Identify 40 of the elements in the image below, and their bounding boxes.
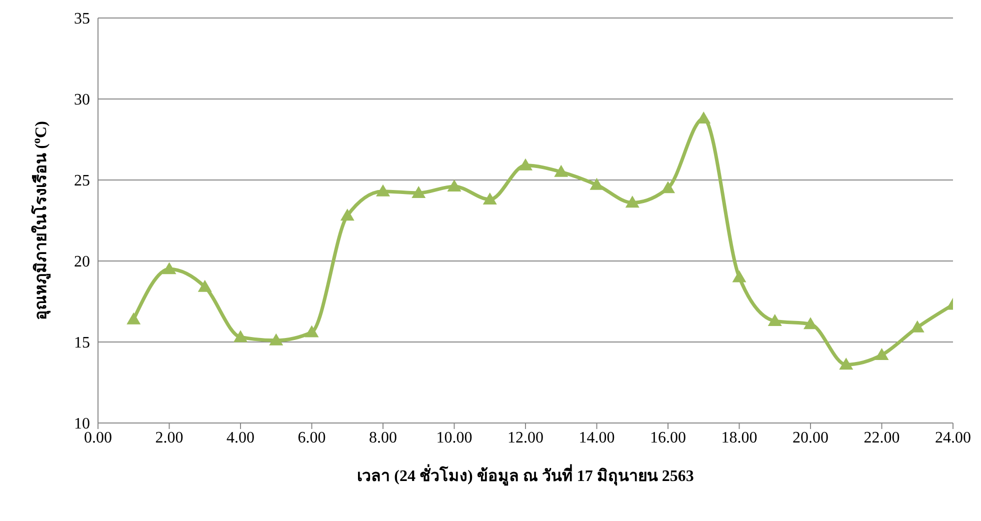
point [482,192,497,204]
point [874,348,889,360]
x-tick-label: 2.00 [155,429,184,446]
point [518,158,532,170]
x-tick-label: 22.00 [864,429,900,446]
x-tick-label: 4.00 [226,429,254,446]
x-tick-label: 12.00 [508,429,544,446]
y-tick-label: 30 [74,92,90,109]
point [590,178,604,190]
point [625,196,640,208]
point [126,312,141,324]
point [768,314,782,326]
point [661,181,675,194]
y-tick-label: 25 [74,172,90,190]
point [732,270,746,282]
point [412,186,426,198]
point [447,179,462,192]
x-tick-label: 24.00 [935,429,971,446]
point [910,320,924,332]
point [162,262,176,274]
y-tick-label: 15 [74,334,90,352]
x-tick-label: 8.00 [369,429,397,446]
x-tick-label: 6.00 [298,429,326,446]
point [340,208,354,221]
point [198,280,212,292]
point [554,164,568,177]
y-tick-label: 35 [74,10,90,28]
point [304,325,319,338]
x-tick-label: 20.00 [792,429,828,446]
x-tick-label: 10.00 [436,429,472,446]
x-tick-label: 16.00 [650,429,686,446]
point [234,330,248,342]
point [804,317,818,330]
x-tick-label: 18.00 [721,429,758,446]
point [839,358,854,370]
y-tick-label: 20 [74,254,90,271]
point [376,184,390,196]
x-axis-title: เวลา (24 ชั่วโมง) ข้อมูล ณ วันที่ 17 มิถุนายน 2563 [357,464,694,487]
x-tick-label: 14.00 [578,429,615,446]
point [269,333,284,346]
